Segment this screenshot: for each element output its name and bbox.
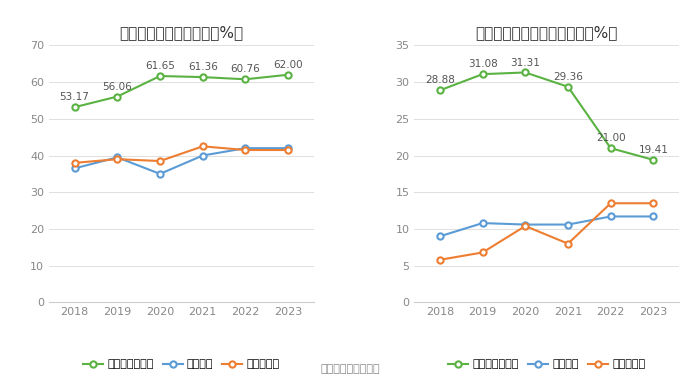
Title: 近年来资产负债率情况（%）: 近年来资产负债率情况（%） <box>119 25 244 40</box>
Text: 31.08: 31.08 <box>468 59 498 69</box>
Text: 62.00: 62.00 <box>273 60 303 70</box>
Legend: 有息资产负债率, 行业均值, 行业中位数: 有息资产负债率, 行业均值, 行业中位数 <box>444 355 650 374</box>
Legend: 公司资产负债率, 行业均值, 行业中位数: 公司资产负债率, 行业均值, 行业中位数 <box>78 355 284 374</box>
Text: 19.41: 19.41 <box>638 145 668 155</box>
Text: 29.36: 29.36 <box>553 72 583 82</box>
Text: 数据来源：恒生聚源: 数据来源：恒生聚源 <box>320 364 380 374</box>
Text: 31.31: 31.31 <box>510 57 540 68</box>
Text: 61.65: 61.65 <box>145 61 175 71</box>
Text: 53.17: 53.17 <box>60 92 90 102</box>
Text: 60.76: 60.76 <box>230 64 260 74</box>
Title: 近年来有息资产负债率情况（%）: 近年来有息资产负债率情况（%） <box>475 25 618 40</box>
Text: 61.36: 61.36 <box>188 62 218 72</box>
Text: 21.00: 21.00 <box>596 133 626 143</box>
Text: 56.06: 56.06 <box>102 82 132 91</box>
Text: 28.88: 28.88 <box>425 75 455 85</box>
